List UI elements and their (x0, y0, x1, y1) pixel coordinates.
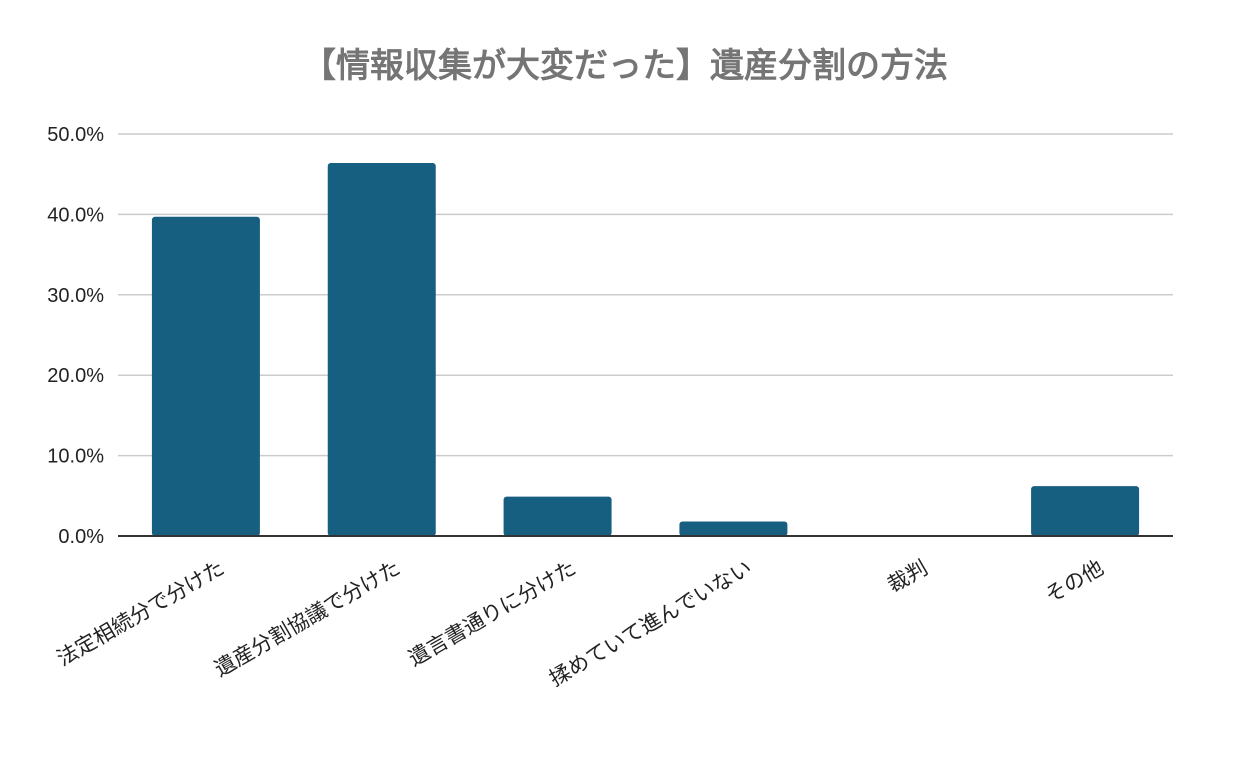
y-tick-label: 50.0% (47, 124, 104, 146)
x-tick-label: 裁判 (883, 556, 931, 598)
x-tick-label: その他 (1041, 556, 1108, 608)
bar (1031, 486, 1140, 536)
x-tick-label: 遺言書通りに分けた (404, 556, 580, 671)
chart-title: 【情報収集が大変だった】遺産分割の方法 (302, 46, 948, 86)
y-tick-label: 30.0% (47, 285, 104, 307)
bar (151, 216, 260, 536)
y-tick-label: 0.0% (58, 526, 104, 548)
bars (151, 162, 1140, 536)
gridlines (118, 133, 1173, 457)
y-tick-label: 10.0% (47, 446, 104, 468)
y-tick-label: 20.0% (47, 365, 104, 387)
x-tick-label: 法定相続分で分けた (53, 556, 229, 671)
bar (679, 521, 788, 536)
y-tick-label: 40.0% (47, 204, 104, 226)
x-tick-label: 遺産分割協議で分けた (210, 556, 404, 682)
bar (327, 162, 436, 536)
bar (503, 496, 612, 536)
